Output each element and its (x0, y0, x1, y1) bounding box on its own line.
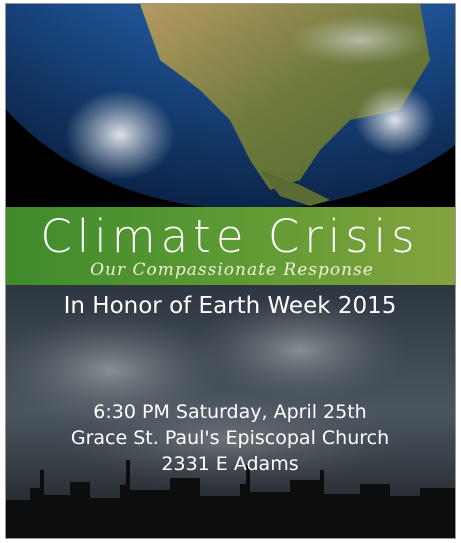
page: {"poster": { "title": "Climate Crisis", … (0, 0, 461, 543)
title: Climate Crisis (40, 210, 419, 263)
address: 2331 E Adams (161, 453, 298, 475)
event-time: 6:30 PM Saturday, April 25th (93, 401, 366, 423)
venue: Grace St. Paul's Episcopal Church (71, 427, 389, 449)
hurricane-right (355, 85, 435, 155)
poster: Climate Crisis Our Compassionate Respons… (0, 0, 461, 543)
subtitle: Our Compassionate Response (90, 260, 374, 280)
hurricane-left (65, 90, 175, 180)
clouds (290, 15, 430, 65)
occasion: In Honor of Earth Week 2015 (64, 293, 397, 319)
